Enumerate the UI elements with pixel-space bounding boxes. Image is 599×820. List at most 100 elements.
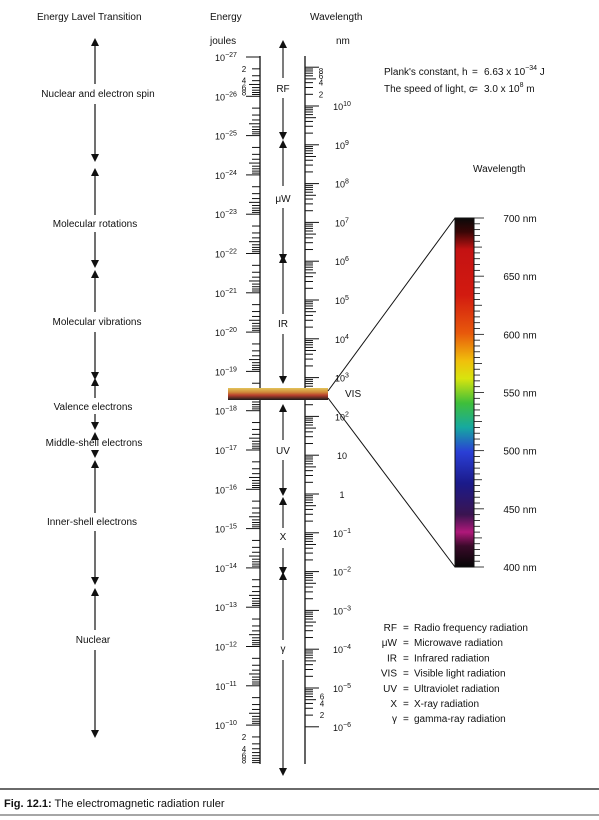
- wavelength-unit-label: nm: [336, 36, 350, 47]
- energy-minor-label: 8: [242, 757, 247, 766]
- arrowhead: [91, 270, 99, 278]
- light-speed-equals: =: [472, 84, 478, 95]
- arrowhead: [91, 432, 99, 440]
- energy-label: 10−15: [215, 524, 237, 535]
- energy-label: 10−19: [215, 366, 237, 377]
- legend-description: Infrared radiation: [414, 653, 490, 664]
- transition-arrow-valence-electrons: [91, 378, 99, 430]
- energy-label: 10−18: [215, 406, 237, 417]
- zoom-line-bottom: [327, 397, 456, 568]
- caption-text: The electromagnetic radiation ruler: [51, 798, 225, 810]
- arrowhead: [91, 260, 99, 268]
- wavelength-label: 107: [335, 217, 349, 228]
- legend-abbr: UV: [383, 684, 397, 695]
- spectrum-wavelength-label: 550 nm: [503, 389, 536, 400]
- legend-abbr: IR: [387, 653, 397, 664]
- transition-arrow-nuclear: [91, 588, 99, 738]
- spectrum-ticks: [474, 217, 484, 568]
- wavelength-label: 10: [337, 451, 347, 461]
- wavelength-minor-label: 2: [320, 711, 325, 720]
- light-speed-label: The speed of light, c: [384, 84, 474, 95]
- energy-minor-label: 2: [242, 733, 247, 742]
- wavelength-ticks: [305, 66, 319, 728]
- zoom-line-top: [327, 217, 456, 392]
- legend-description: X-ray radiation: [414, 699, 479, 710]
- arrowhead: [91, 730, 99, 738]
- wavelength-label: 10−3: [333, 605, 351, 616]
- visible-spectrum-bar: [454, 217, 475, 568]
- energy-label: 10−13: [215, 602, 237, 613]
- wavelength-label: 102: [335, 411, 349, 422]
- arrowhead: [279, 497, 287, 505]
- figure-caption: Fig. 12.1: The electromagnetic radiation…: [4, 798, 225, 810]
- spectrum-wavelength-label: 700 nm: [503, 214, 536, 225]
- spectrum-wavelength-label: 650 nm: [503, 272, 536, 283]
- arrowhead: [91, 588, 99, 596]
- energy-label: 10−25: [215, 131, 237, 142]
- plank-constant-value: 6.63 x 10−34 J: [484, 65, 545, 78]
- arrowhead: [279, 255, 287, 263]
- wavelength-minor-label: 6: [320, 693, 325, 702]
- spectrum-wavelength-label: 500 nm: [503, 447, 536, 458]
- visible-band: [228, 388, 328, 400]
- legend-equals: =: [403, 638, 409, 649]
- region-arrow-gamma: [279, 572, 287, 776]
- legend-equals: =: [403, 714, 409, 725]
- legend: RF = Radio frequency radiation μW = Microwave…: [381, 623, 528, 725]
- transition-label-molecular-rotations: Molecular rotations: [53, 219, 137, 230]
- arrowhead: [279, 140, 287, 148]
- energy-labels: 10−27 10−26 10−25 10−24 10−23 10−22 10−21 10−20…: [215, 52, 247, 766]
- energy-minor-label: 4: [242, 745, 247, 754]
- wavelength-minor-label: 4: [320, 699, 325, 708]
- energy-label: 10−26: [215, 91, 237, 102]
- region-label-rf: RF: [276, 84, 289, 95]
- transition-label-molecular-vibrations: Molecular vibrations: [53, 317, 142, 328]
- transition-arrow-molecular-rotations: [91, 168, 99, 268]
- energy-ticks: [246, 56, 260, 764]
- arrowhead: [91, 168, 99, 176]
- legend-abbr: X: [390, 699, 397, 710]
- legend-description: gamma-ray radiation: [414, 714, 506, 725]
- light-speed-constant: The speed of light, c = 3.0 x 108 m: [384, 82, 535, 95]
- spectrum-title: Wavelength: [473, 164, 525, 175]
- region-arrow-rf: [279, 40, 287, 140]
- wavelength-minor-label: 8: [319, 67, 324, 76]
- region-arrow-ir: [279, 255, 287, 384]
- transition-label-middle-shell-electrons: Middle-shell electrons: [46, 438, 143, 449]
- arrowhead: [91, 372, 99, 380]
- legend-abbr: VIS: [381, 669, 397, 680]
- spectrum-wavelength-label: 400 nm: [503, 563, 536, 574]
- transition-label-nuclear: Nuclear: [76, 635, 111, 646]
- legend-equals: =: [403, 669, 409, 680]
- energy-minor-label: 2: [242, 65, 247, 74]
- transition-label-inner-shell-electrons: Inner-shell electrons: [47, 517, 137, 528]
- energy-minor-label: 8: [242, 88, 247, 97]
- light-speed-value: 3.0 x 108 m: [484, 82, 535, 95]
- wavelength-label: 1: [339, 490, 344, 500]
- spectrum-labels: 700 nm 650 nm 600 nm 550 nm 500 nm 450 nm 400 …: [503, 214, 536, 574]
- energy-label: 10−22: [215, 249, 237, 260]
- region-arrow-xray: [279, 497, 287, 575]
- wavelength-label: 10−5: [333, 683, 351, 694]
- region-label-ir: IR: [278, 319, 288, 330]
- energy-label: 10−11: [215, 681, 236, 692]
- arrowhead: [91, 577, 99, 585]
- arrowhead: [279, 567, 287, 575]
- wavelength-minor-label: 4: [319, 79, 324, 88]
- energy-column-header: Energy: [210, 12, 242, 23]
- arrowhead: [279, 132, 287, 140]
- arrowhead: [91, 460, 99, 468]
- wavelength-label: 10−6: [333, 722, 351, 733]
- arrowhead: [91, 450, 99, 458]
- energy-label: 10−12: [215, 642, 237, 653]
- arrowhead: [279, 376, 287, 384]
- wavelength-label: 10−2: [333, 567, 351, 578]
- wavelength-label: 103: [335, 373, 349, 384]
- energy-minor-label: 4: [242, 77, 247, 86]
- region-label-microwave: μW: [275, 194, 291, 205]
- arrowhead: [279, 404, 287, 412]
- energy-label: 10−17: [215, 445, 237, 456]
- arrowhead: [91, 422, 99, 430]
- region-label-gamma: γ: [281, 644, 286, 655]
